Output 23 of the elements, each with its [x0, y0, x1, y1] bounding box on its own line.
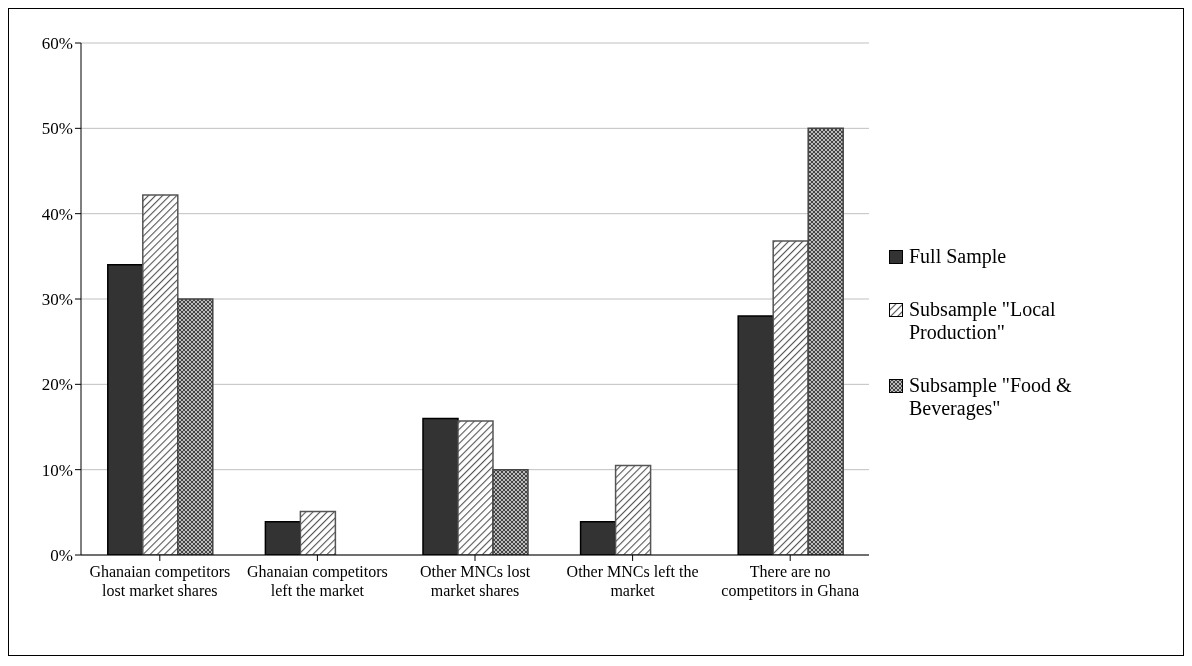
x-tick-label: Other MNCs lost market shares [419, 563, 531, 599]
y-tick-label: 40% [41, 204, 73, 224]
x-tick-label: Other MNCs left the market [566, 563, 699, 599]
y-tick-label: 30% [41, 290, 73, 310]
bar [614, 464, 652, 555]
bar [177, 298, 214, 555]
x-tick-label: There are no competitors in Ghana [721, 563, 860, 600]
bar [772, 240, 809, 555]
legend-label: Full Sample [909, 244, 1007, 268]
x-tick-label: Ghanaian competitors left the market [246, 563, 388, 599]
bar [299, 510, 337, 555]
bar [142, 194, 179, 555]
legend-label: Subsample "Food & Beverages" [909, 373, 1073, 420]
x-tick-label: Ghanaian competitors lost market shares [89, 563, 231, 599]
y-tick-label: 10% [41, 460, 73, 480]
bar [807, 127, 844, 555]
y-tick-label: 60% [41, 34, 73, 54]
y-tick-label: 50% [41, 119, 73, 139]
bar [457, 420, 494, 555]
bar [492, 468, 529, 555]
y-tick-label: 20% [41, 375, 73, 395]
y-tick-label: 0% [50, 546, 73, 566]
legend-label: Subsample "Local Production" [909, 297, 1057, 344]
